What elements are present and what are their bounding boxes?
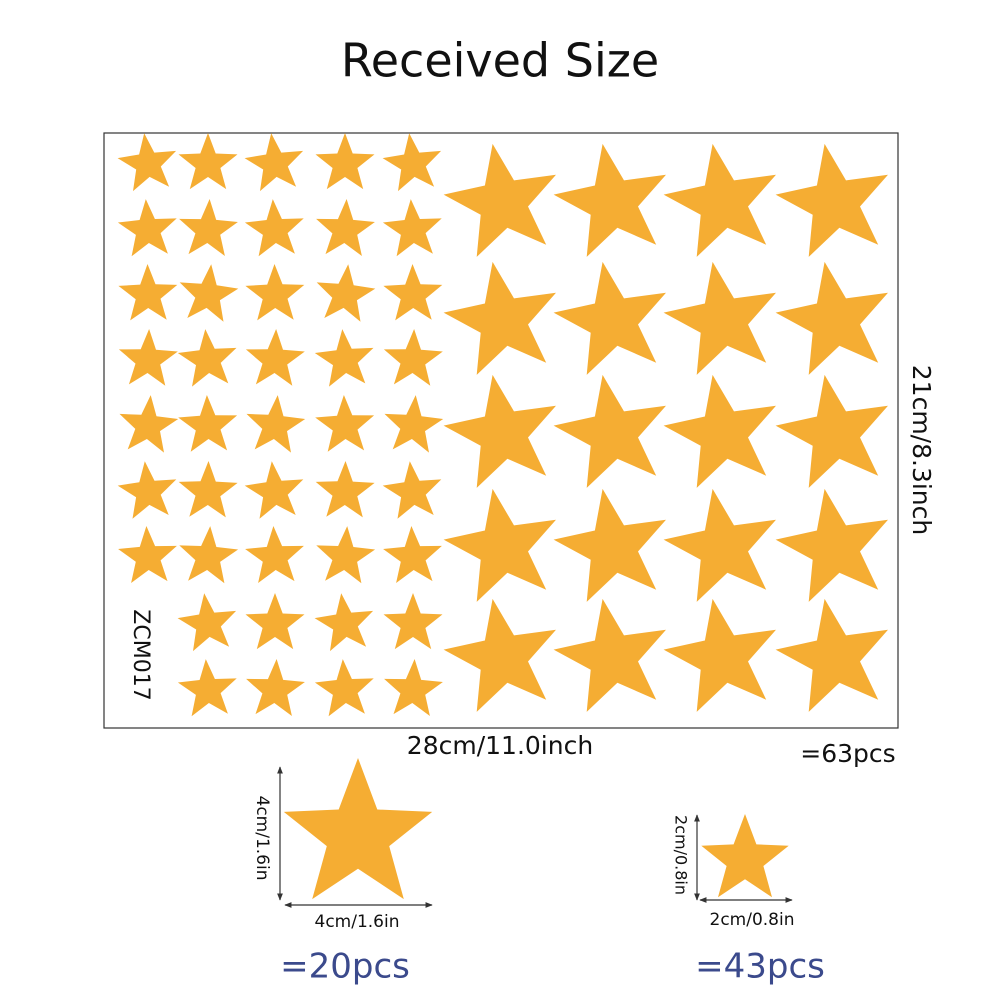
star xyxy=(382,133,442,192)
star xyxy=(179,264,239,322)
sheet-code: ZCM017 xyxy=(128,609,153,700)
star xyxy=(118,264,178,321)
star xyxy=(384,395,444,453)
star xyxy=(775,488,888,602)
star xyxy=(663,374,776,488)
star xyxy=(443,488,556,602)
star xyxy=(553,488,666,602)
star xyxy=(314,659,374,717)
star xyxy=(383,593,443,650)
title: Received Size xyxy=(341,34,659,88)
star xyxy=(316,199,375,256)
sheet-frame xyxy=(103,132,899,729)
star xyxy=(245,526,304,583)
star xyxy=(315,461,375,518)
star xyxy=(553,261,666,375)
star xyxy=(117,133,177,192)
star xyxy=(245,264,305,321)
star xyxy=(701,814,789,898)
star xyxy=(384,659,443,716)
star-group xyxy=(117,133,888,717)
star xyxy=(775,374,888,488)
star xyxy=(118,526,177,583)
large-height-label: 4cm/1.6in xyxy=(252,796,272,881)
star xyxy=(246,395,306,453)
star xyxy=(179,526,239,584)
small-height-label: 2cm/0.8in xyxy=(672,815,691,895)
star xyxy=(383,264,443,321)
star xyxy=(177,329,237,387)
star xyxy=(246,659,305,716)
star xyxy=(382,461,442,519)
star xyxy=(315,133,375,190)
star xyxy=(443,598,556,712)
star xyxy=(179,199,238,256)
star xyxy=(178,133,238,190)
star xyxy=(443,374,556,488)
star xyxy=(663,488,776,602)
large-width-label: 4cm/1.6in xyxy=(315,912,400,932)
star xyxy=(316,264,376,322)
star xyxy=(244,199,304,257)
star xyxy=(553,143,666,257)
star xyxy=(383,329,443,386)
large-count: =20pcs xyxy=(280,947,410,987)
star xyxy=(663,143,776,257)
star xyxy=(177,659,237,717)
star xyxy=(553,374,666,488)
star xyxy=(443,261,556,375)
star xyxy=(382,199,442,257)
star xyxy=(775,261,888,375)
star xyxy=(775,598,888,712)
star xyxy=(663,261,776,375)
star xyxy=(245,329,305,386)
small-count: =43pcs xyxy=(695,947,825,987)
small-width-label: 2cm/0.8in xyxy=(710,910,795,930)
star xyxy=(177,593,237,652)
star xyxy=(553,598,666,712)
star xyxy=(314,329,374,387)
sheet-height-label: 21cm/8.3inch xyxy=(907,365,936,535)
star xyxy=(314,593,374,652)
star xyxy=(117,461,177,519)
star xyxy=(119,395,179,453)
star xyxy=(245,593,305,650)
star xyxy=(283,758,433,900)
star xyxy=(383,526,442,583)
sheet-total: =63pcs xyxy=(800,739,895,768)
star xyxy=(117,199,177,257)
star xyxy=(178,395,238,452)
star xyxy=(316,526,376,584)
star xyxy=(663,598,776,712)
star xyxy=(244,461,304,519)
star xyxy=(775,143,888,257)
sheet-width-label: 28cm/11.0inch xyxy=(407,731,593,760)
star xyxy=(244,133,304,192)
star xyxy=(178,461,238,518)
star xyxy=(118,329,178,386)
star xyxy=(443,143,556,257)
star xyxy=(315,395,375,452)
